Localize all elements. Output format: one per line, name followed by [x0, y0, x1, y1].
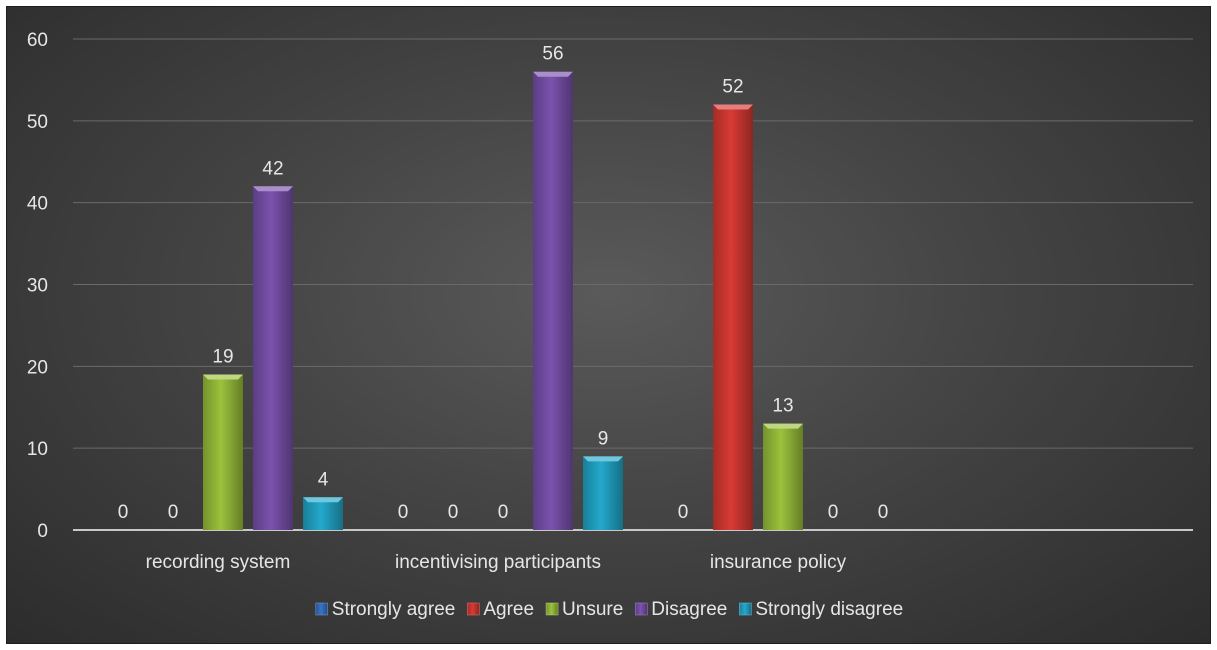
- legend-swatch: [467, 602, 480, 616]
- legend-item-strongly-agree: Strongly agree: [315, 599, 456, 620]
- bar-body: [533, 71, 573, 530]
- data-label-incentivising-participants-strongly-agree: 0: [398, 502, 409, 523]
- data-label-recording-system-strongly-agree: 0: [118, 502, 129, 523]
- bar-insurance-policy-unsure: [763, 423, 803, 530]
- y-tick-label: 30: [27, 276, 48, 297]
- bar-body: [253, 186, 293, 531]
- legend-item-disagree: Disagree: [635, 599, 727, 620]
- y-tick-label: 50: [27, 112, 48, 133]
- bar-body: [303, 497, 343, 530]
- legend-item-strongly-disagree: Strongly disagree: [739, 599, 903, 620]
- data-label-insurance-policy-strongly-agree: 0: [678, 502, 689, 523]
- bar-bevel: [713, 104, 753, 110]
- legend-item-unsure: Unsure: [545, 599, 623, 620]
- bar-bevel: [253, 186, 293, 192]
- legend-swatch: [315, 602, 329, 616]
- legend-label: Strongly disagree: [755, 599, 903, 620]
- bar-incentivising-participants-strongly-disagree: [583, 456, 623, 530]
- bar-bevel: [303, 497, 343, 503]
- data-labels: 0 0 19 42 4 0 0 0 56 9 0 52 13 0 0: [118, 44, 889, 523]
- data-label-recording-system-strongly-disagree: 4: [318, 469, 329, 490]
- x-axis: recording system incentivising participan…: [146, 552, 847, 573]
- y-tick-label: 20: [27, 357, 48, 378]
- data-label-incentivising-participants-agree: 0: [448, 502, 459, 523]
- bar-recording-system-strongly-disagree: [303, 497, 343, 530]
- data-label-recording-system-disagree: 42: [262, 158, 283, 179]
- bar-body: [763, 423, 803, 530]
- legend-item-agree: Agree: [467, 599, 534, 620]
- bar-body: [713, 104, 753, 530]
- legend-label: Disagree: [651, 599, 727, 620]
- chart-frame: 0 10 20 30 40 50 60 0 0 19 42 4 0 0 0 56 9 0 52 13 0 0 recor…: [6, 6, 1211, 644]
- data-label-recording-system-unsure: 19: [212, 347, 233, 368]
- category-label-insurance-policy: insurance policy: [710, 552, 847, 573]
- data-label-insurance-policy-unsure: 13: [772, 396, 793, 417]
- legend-swatch: [635, 602, 648, 616]
- data-label-recording-system-agree: 0: [168, 502, 179, 523]
- y-tick-label: 40: [27, 194, 48, 215]
- data-label-incentivising-participants-disagree: 56: [542, 44, 563, 65]
- category-label-incentivising-participants: incentivising participants: [395, 552, 601, 573]
- bar-body: [583, 456, 623, 530]
- legend-label: Unsure: [562, 599, 623, 620]
- bar-bevel: [533, 71, 573, 77]
- legend-label: Strongly agree: [332, 599, 456, 620]
- data-label-insurance-policy-disagree: 0: [828, 502, 839, 523]
- legend-label: Agree: [483, 599, 534, 620]
- bar-bevel: [583, 456, 623, 462]
- bar-body: [203, 374, 243, 530]
- category-label-recording-system: recording system: [146, 552, 291, 573]
- data-label-incentivising-participants-unsure: 0: [498, 502, 509, 523]
- bar-incentivising-participants-disagree: [533, 71, 573, 530]
- bars: [203, 71, 803, 531]
- y-tick-label: 0: [37, 521, 48, 542]
- y-tick-label: 10: [27, 439, 48, 460]
- bar-recording-system-unsure: [203, 374, 243, 530]
- data-label-insurance-policy-agree: 52: [722, 76, 743, 97]
- legend: Strongly agree Agree Unsure Disagree Strongl…: [315, 599, 903, 620]
- y-tick-label: 60: [27, 30, 48, 51]
- bar-recording-system-disagree: [253, 186, 293, 531]
- bar-bevel: [763, 423, 803, 429]
- legend-swatch: [545, 602, 559, 616]
- data-label-insurance-policy-strongly-disagree: 0: [878, 502, 889, 523]
- data-label-incentivising-participants-strongly-disagree: 9: [598, 428, 609, 449]
- bar-insurance-policy-agree: [713, 104, 753, 530]
- bar-bevel: [203, 374, 243, 380]
- legend-swatch: [739, 602, 752, 616]
